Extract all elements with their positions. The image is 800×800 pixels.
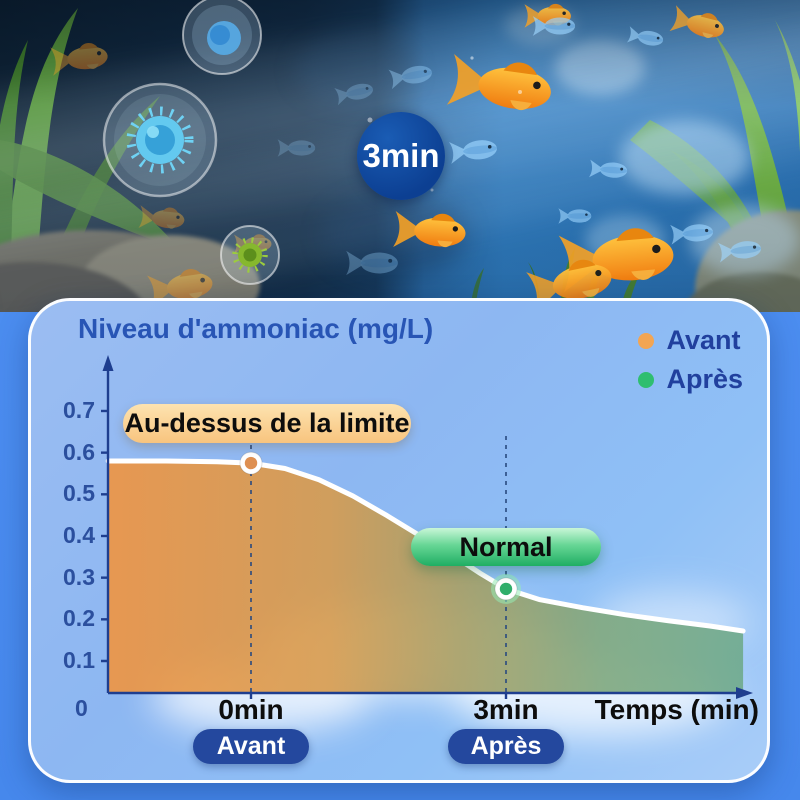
y-tick-label: 0.7	[63, 396, 95, 423]
goldfish	[393, 210, 467, 252]
tetra-fish	[626, 26, 665, 49]
y-tick-label: 0.5	[63, 480, 95, 507]
time-badge-label: 3min	[362, 137, 440, 174]
x-tick-0min: 0min	[218, 694, 284, 725]
origin-label: 0	[75, 695, 88, 721]
dynamic-chart-elements	[101, 409, 521, 699]
avant-dot-icon	[638, 332, 655, 349]
legend-label: Avant	[666, 325, 741, 355]
goldfish-dim	[138, 204, 186, 232]
chart-title: Niveau d'ammoniac (mg/L)	[78, 313, 434, 344]
tetra-fish	[277, 139, 316, 157]
tetra-fish	[346, 250, 398, 276]
y-tick-label: 0.6	[63, 438, 95, 465]
avant-badge: Avant	[193, 729, 309, 764]
ammonia-chart-card: Niveau d'ammoniac (mg/L) Avant Après	[28, 298, 770, 783]
legend-label: Après	[666, 364, 743, 394]
coral-blob	[555, 40, 645, 95]
goldfish-dim	[50, 41, 110, 76]
goldfish	[669, 4, 728, 44]
area-fill	[108, 461, 744, 693]
chart-legend: Avant Après	[638, 325, 743, 395]
tetra-fish	[388, 62, 434, 90]
apres-dot-icon	[638, 371, 655, 388]
x-tick-3min: 3min	[473, 694, 539, 725]
above-limit-annotation: Au-dessus de la limite	[123, 404, 411, 443]
y-tick-label: 0.1	[63, 647, 95, 673]
virus-bubble	[102, 82, 218, 198]
x-axis-arrow-icon	[736, 687, 753, 699]
apres-badge: Après	[448, 729, 564, 764]
tetra-fish	[717, 238, 763, 263]
goldfish	[446, 53, 555, 119]
tetra-fish	[558, 208, 592, 224]
y-tick-label: 0.2	[63, 605, 95, 632]
legend-item-avant: Avant	[638, 325, 740, 356]
x-axis-title: Temps (min)	[594, 694, 759, 725]
tetra-fish	[670, 221, 714, 245]
coral-blob	[690, 205, 800, 275]
tetra-fish	[449, 137, 499, 164]
green-microbe-bubble	[220, 225, 280, 285]
normal-annotation: Normal	[411, 528, 601, 566]
fauna-layer	[50, 0, 763, 312]
aquarium-photo: 3min	[0, 0, 800, 312]
legend-item-apres: Après	[638, 364, 743, 395]
tetra-fish	[334, 80, 375, 106]
y-tick-label: 0.3	[63, 563, 95, 590]
tetra-fish	[589, 159, 628, 180]
y-axis-arrow-icon	[102, 355, 114, 371]
y-tick-label: 0.4	[63, 521, 95, 548]
time-badge: 3min	[357, 112, 445, 200]
cell-bubble	[182, 0, 262, 75]
coral-blob	[620, 120, 750, 195]
